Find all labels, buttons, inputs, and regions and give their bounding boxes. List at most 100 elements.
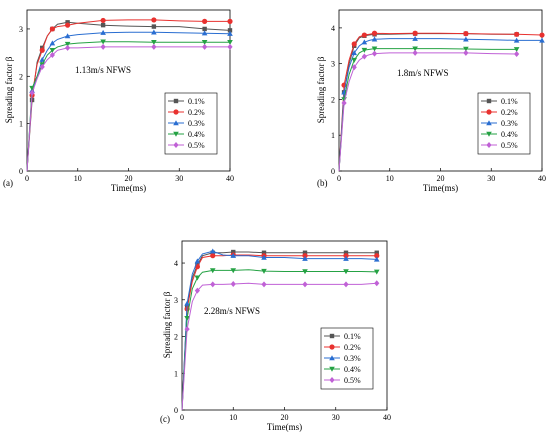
data-point [100, 17, 106, 24]
series-line [181, 282, 377, 411]
data-point [151, 40, 157, 45]
x-tick-label: 10 [74, 174, 82, 183]
y-tick-label: 1 [19, 120, 23, 129]
series-2 [26, 17, 233, 172]
x-tick-label: 20 [437, 174, 445, 183]
data-point [513, 47, 520, 53]
data-point [202, 26, 207, 32]
y-tick-label: 4 [174, 259, 178, 268]
y-tick-label: 1 [174, 369, 178, 378]
data-point [361, 32, 367, 38]
data-point [539, 32, 545, 38]
data-point [261, 281, 267, 288]
y-tick-label: 0 [19, 167, 23, 176]
chart-panel-2: 0 10 20 30 40 0 1 2 3 4 Time(ms) Spreading factor β… [316, 9, 546, 193]
data-point [64, 33, 71, 39]
series-5 [338, 49, 520, 172]
data-point [201, 40, 208, 45]
y-tick-label: 2 [19, 72, 23, 81]
data-point [230, 252, 237, 258]
y-tick-label: 3 [174, 296, 178, 305]
data-point [412, 46, 418, 52]
series-5 [26, 43, 233, 172]
condition-annotation: 2.28m/s NFWS [204, 306, 260, 316]
series-5 [181, 280, 380, 411]
legend-marker [329, 366, 335, 372]
y-tick-label: 3 [19, 25, 23, 34]
data-point [351, 50, 358, 56]
data-point [374, 253, 380, 259]
x-tick-label: 0 [180, 413, 184, 422]
x-tick-label: 30 [332, 413, 340, 422]
x-tick-label: 40 [538, 174, 546, 183]
legend-label: 0.2% [501, 108, 518, 117]
series-4 [181, 268, 380, 411]
x-tick-label: 10 [386, 174, 394, 183]
data-point [65, 22, 71, 28]
data-point [210, 253, 216, 259]
data-point [49, 51, 55, 58]
data-point [463, 46, 469, 52]
data-point [412, 35, 418, 41]
data-point [351, 64, 357, 71]
data-point [343, 250, 349, 255]
panel-label: (c) [160, 414, 170, 424]
x-axis-label: Time(ms) [111, 183, 146, 193]
y-tick-label: 2 [331, 95, 335, 104]
legend-label: 0.3% [344, 354, 361, 363]
data-point [209, 248, 216, 254]
data-point [65, 20, 70, 25]
data-point [49, 26, 55, 32]
series-line [338, 52, 517, 172]
x-tick-label: 20 [281, 413, 289, 422]
y-tick-label: 0 [174, 406, 178, 415]
x-axis-label: Time(ms) [267, 422, 302, 432]
condition-annotation: 1.8m/s NFWS [397, 68, 449, 78]
legend-marker [329, 333, 335, 339]
data-point [39, 47, 45, 53]
data-point [261, 268, 267, 274]
legend-label: 0.5% [501, 141, 518, 150]
x-tick-label: 20 [125, 174, 133, 183]
panel-label: (a) [3, 178, 13, 188]
panel-label: (b) [317, 178, 328, 188]
data-point [361, 47, 368, 53]
data-point [100, 29, 106, 35]
data-point [343, 255, 349, 261]
data-point [202, 18, 208, 24]
data-point [463, 31, 469, 37]
legend-marker [173, 142, 179, 148]
data-point [230, 268, 237, 274]
legend-marker [173, 109, 179, 115]
data-point [351, 41, 357, 47]
data-point [412, 49, 418, 56]
data-point [100, 39, 106, 45]
y-axis-label: Spreading factor β [4, 56, 14, 123]
data-point [227, 43, 233, 50]
x-tick-label: 40 [226, 174, 234, 183]
data-point [49, 40, 56, 46]
legend-label: 0.4% [344, 365, 361, 374]
data-point [371, 46, 378, 52]
data-point [231, 249, 236, 255]
chart-panel-3: 0 10 20 30 40 0 1 2 3 4 Time(ms) Spreading factor β… [160, 240, 391, 432]
legend-label: 0.1% [344, 332, 361, 341]
legend-label: 0.4% [501, 130, 518, 139]
data-point [49, 48, 56, 54]
legend-label: 0.1% [188, 97, 205, 106]
y-axis-label: Spreading factor β [316, 56, 326, 123]
x-tick-label: 30 [487, 174, 495, 183]
data-point [374, 280, 380, 287]
legend-marker [329, 344, 335, 350]
series-line [181, 250, 377, 411]
legend-label: 0.2% [344, 343, 361, 352]
data-point [230, 280, 236, 287]
data-point [209, 268, 216, 274]
data-point [202, 43, 208, 50]
data-point [374, 250, 379, 255]
data-point [194, 275, 201, 281]
series-4 [26, 39, 233, 172]
data-point [373, 256, 380, 262]
data-point [463, 36, 469, 42]
